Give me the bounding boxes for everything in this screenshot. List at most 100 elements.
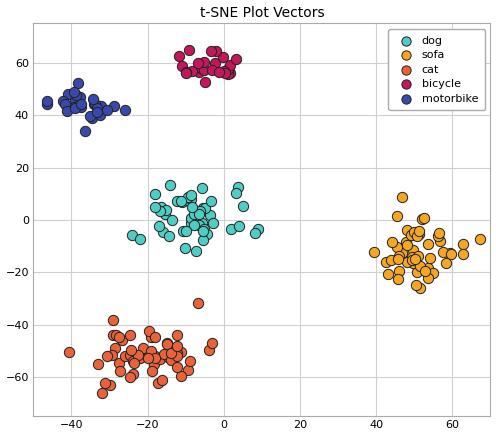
- cat: [126, 373, 134, 380]
- cat: [111, 344, 119, 351]
- dog: [188, 203, 196, 210]
- sofa: [435, 229, 443, 236]
- dog: [178, 199, 186, 206]
- sofa: [419, 215, 427, 222]
- cat: [98, 390, 106, 397]
- motorbike: [73, 79, 81, 86]
- sofa: [394, 255, 402, 262]
- bicycle: [182, 69, 189, 76]
- dog: [155, 223, 163, 230]
- sofa: [384, 271, 392, 278]
- dog: [227, 225, 235, 232]
- dog: [136, 235, 144, 242]
- motorbike: [71, 97, 79, 104]
- motorbike: [90, 101, 98, 108]
- sofa: [402, 238, 410, 245]
- sofa: [394, 276, 402, 283]
- cat: [186, 357, 194, 364]
- sofa: [393, 243, 401, 250]
- cat: [147, 347, 155, 354]
- dog: [209, 220, 217, 227]
- dog: [206, 211, 214, 218]
- motorbike: [76, 101, 84, 108]
- sofa: [459, 250, 467, 257]
- cat: [173, 343, 181, 350]
- sofa: [412, 282, 420, 289]
- cat: [154, 379, 162, 386]
- cat: [164, 341, 172, 347]
- dog: [194, 210, 202, 217]
- sofa: [421, 267, 429, 274]
- sofa: [413, 233, 421, 240]
- bicycle: [195, 68, 203, 75]
- sofa: [424, 274, 432, 281]
- sofa: [413, 269, 421, 276]
- bicycle: [200, 66, 208, 73]
- dog: [151, 191, 159, 198]
- cat: [101, 379, 109, 386]
- cat: [173, 332, 181, 339]
- motorbike: [61, 101, 69, 108]
- dog: [207, 198, 215, 204]
- sofa: [381, 259, 389, 266]
- dog: [239, 202, 247, 209]
- sofa: [411, 256, 419, 263]
- cat: [156, 355, 164, 362]
- dog: [128, 232, 136, 238]
- cat: [208, 339, 216, 346]
- cat: [148, 367, 156, 374]
- cat: [65, 349, 73, 356]
- dog: [181, 245, 189, 252]
- motorbike: [88, 115, 96, 122]
- bicycle: [200, 59, 208, 66]
- dog: [201, 204, 209, 211]
- sofa: [408, 257, 416, 264]
- sofa: [403, 258, 411, 265]
- cat: [152, 353, 160, 360]
- sofa: [424, 265, 432, 272]
- dog: [192, 247, 200, 254]
- dog: [200, 225, 208, 232]
- sofa: [426, 254, 434, 261]
- bicycle: [219, 53, 227, 60]
- motorbike: [110, 103, 118, 110]
- cat: [130, 359, 138, 366]
- dog: [166, 181, 174, 188]
- cat: [144, 354, 152, 361]
- sofa: [476, 235, 484, 242]
- Title: t-SNE Plot Vectors: t-SNE Plot Vectors: [199, 6, 324, 20]
- bicycle: [215, 69, 223, 76]
- sofa: [388, 239, 396, 246]
- cat: [173, 352, 181, 359]
- dog: [198, 219, 206, 226]
- motorbike: [63, 108, 71, 115]
- cat: [168, 357, 176, 364]
- dog: [159, 228, 167, 235]
- cat: [173, 349, 181, 356]
- cat: [144, 328, 152, 335]
- cat: [150, 361, 158, 368]
- cat: [103, 353, 111, 360]
- cat: [129, 351, 137, 358]
- sofa: [409, 246, 417, 253]
- motorbike: [76, 93, 84, 100]
- cat: [168, 350, 176, 357]
- dog: [179, 227, 186, 234]
- sofa: [414, 252, 422, 259]
- Legend: dog, sofa, cat, bicycle, motorbike: dog, sofa, cat, bicycle, motorbike: [388, 29, 485, 110]
- sofa: [441, 259, 449, 266]
- motorbike: [70, 103, 78, 110]
- cat: [128, 358, 136, 365]
- dog: [157, 208, 165, 215]
- cat: [194, 299, 202, 306]
- cat: [151, 354, 159, 361]
- cat: [128, 353, 136, 360]
- bicycle: [185, 46, 193, 53]
- cat: [109, 331, 117, 338]
- cat: [139, 345, 147, 352]
- cat: [151, 333, 159, 340]
- dog: [169, 216, 177, 223]
- dog: [251, 230, 259, 237]
- dog: [233, 190, 241, 197]
- cat: [174, 364, 182, 371]
